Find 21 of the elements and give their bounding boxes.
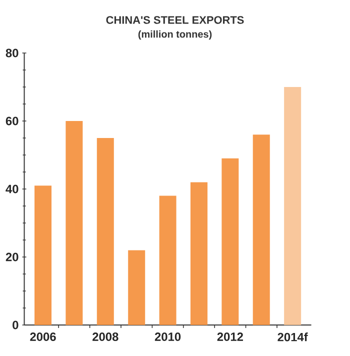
y-tick-label: 20 [6,252,18,262]
x-tick-label: 2012 [217,332,243,341]
y-tick-label: 60 [6,116,18,126]
x-tick-label: 2006 [30,332,56,341]
bar [66,121,83,325]
y-tick-label: 0 [12,320,18,330]
bar [284,87,302,325]
x-tick-label: 2014f [278,332,308,342]
bar [34,186,52,325]
bar [222,158,239,325]
bar [96,138,114,325]
y-tick-label: 40 [6,184,18,194]
y-tick-label: 80 [6,48,18,58]
x-tick-label: 2010 [154,332,181,341]
bar [128,250,146,325]
bar [252,134,270,325]
x-tick-label: 2008 [92,332,118,341]
chart-subtitle: (million tonnes) [138,30,212,40]
bar [190,182,208,325]
bar [159,196,176,325]
chart-title: CHINA'S STEEL EXPORTS [106,16,244,24]
